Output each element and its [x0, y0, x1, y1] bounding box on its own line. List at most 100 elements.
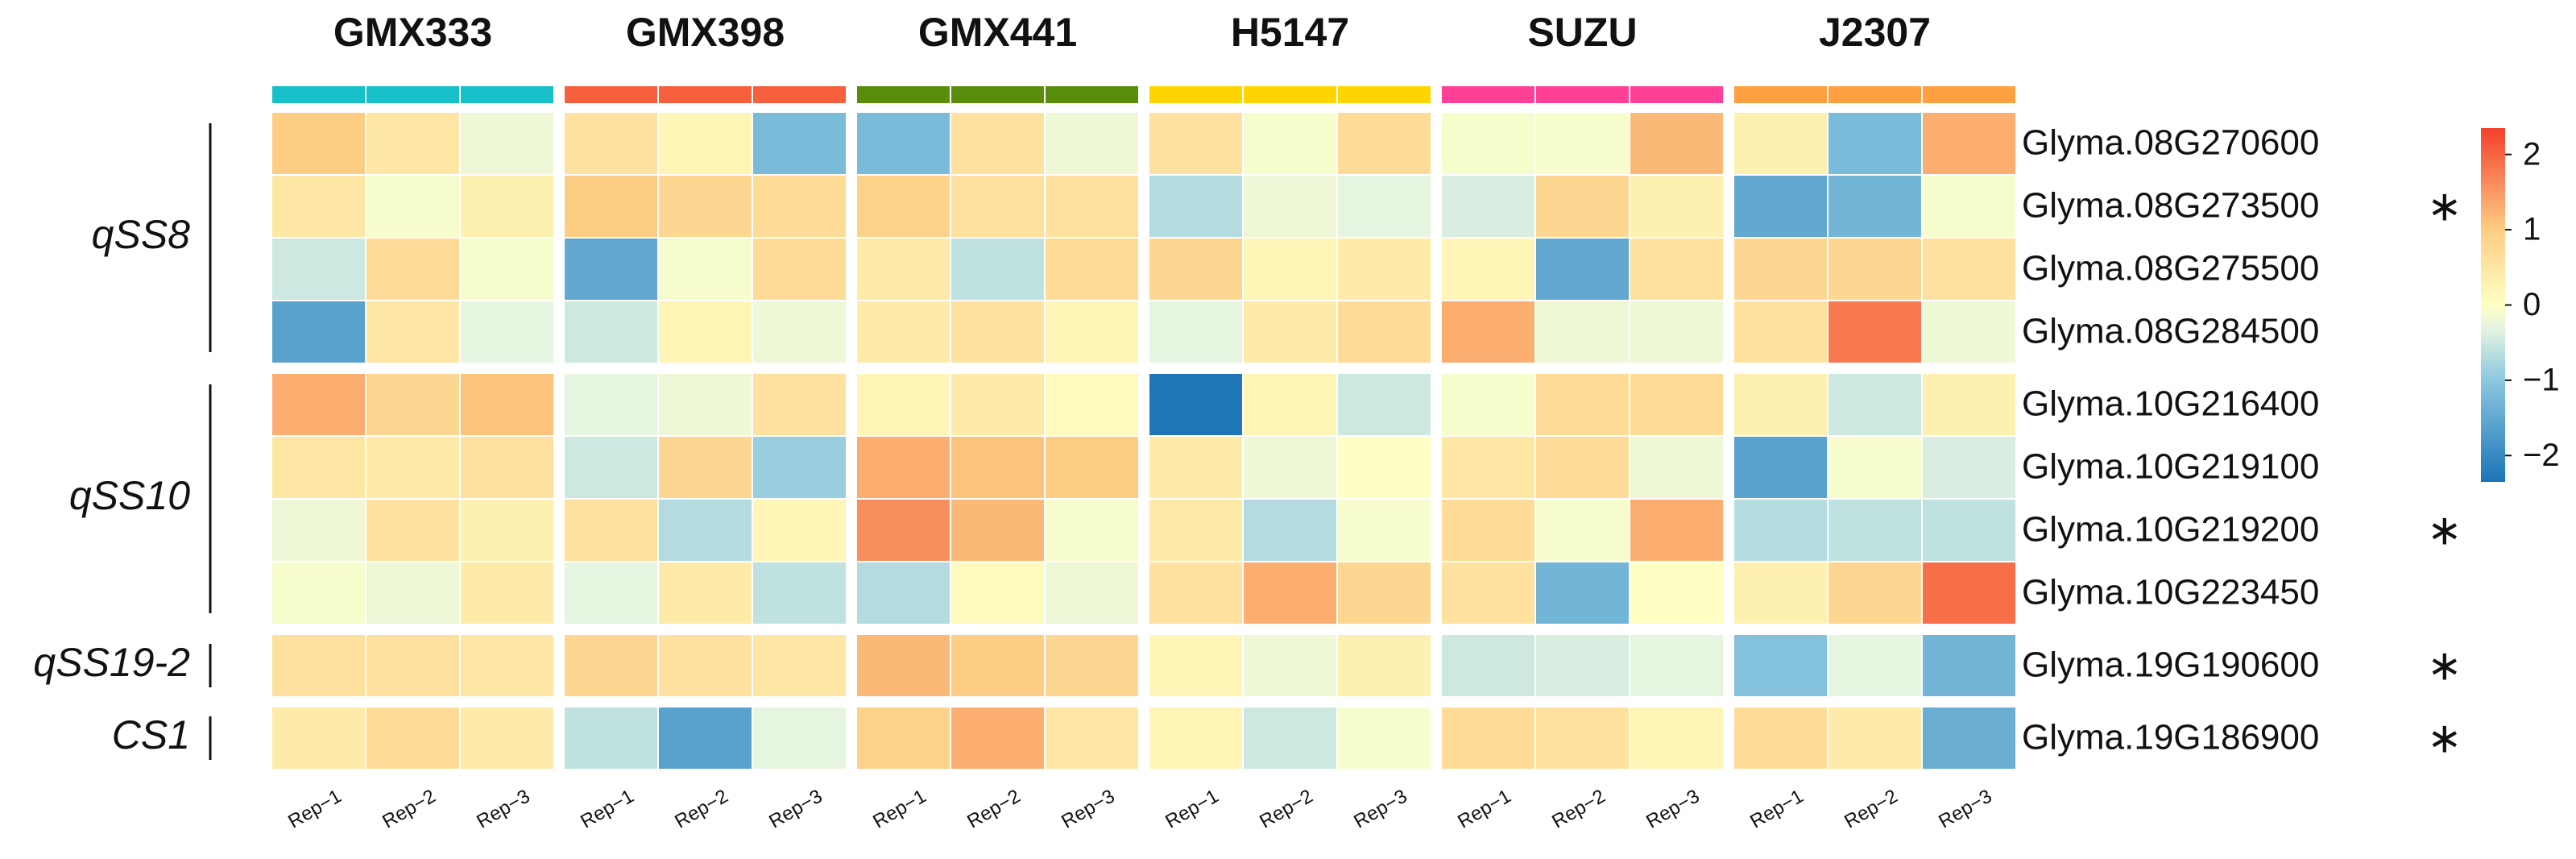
heatmap-cell — [1044, 111, 1140, 176]
heatmap-cell — [1336, 174, 1432, 239]
heatmap-cell — [1921, 706, 2017, 770]
heatmap-cell — [752, 174, 847, 239]
heatmap-cell — [1242, 633, 1338, 698]
heatmap-cell — [1733, 498, 1828, 562]
row-mark: ∗ — [2427, 184, 2462, 230]
group-strip — [950, 85, 1046, 105]
heatmap-cell — [271, 237, 367, 301]
heatmap-cell — [657, 498, 753, 562]
heatmap-cell — [1534, 111, 1630, 176]
heatmap-cell — [459, 561, 555, 625]
heatmap-cell — [950, 300, 1046, 364]
column-label: Rep−2 — [1841, 785, 1901, 832]
column-label: Rep−2 — [1548, 785, 1609, 832]
heatmap-cell — [1827, 561, 1923, 625]
heatmap-cell — [1827, 372, 1923, 437]
heatmap-cell — [563, 174, 659, 239]
heatmap-cell — [1148, 174, 1244, 239]
colorbar-tick-label: −1 — [2523, 362, 2560, 397]
heatmap-cell — [365, 498, 461, 562]
heatmap-cell — [752, 300, 847, 364]
heatmap-cell — [365, 372, 461, 437]
row-group-label: qSS10 — [69, 473, 190, 518]
heatmap-cell — [855, 633, 951, 698]
heatmap-cell — [855, 111, 951, 176]
heatmap-cell — [950, 237, 1046, 301]
heatmap-cell — [855, 561, 951, 625]
heatmap-cell — [459, 300, 555, 364]
colorbar-tick-label: 1 — [2523, 212, 2541, 247]
heatmap-cell — [1242, 498, 1338, 562]
heatmap-cell — [365, 706, 461, 770]
heatmap-cell — [1148, 706, 1244, 770]
heatmap-cell — [1733, 237, 1828, 301]
heatmap-cell — [1629, 174, 1725, 239]
column-label: Rep−1 — [1162, 785, 1222, 832]
row-mark: ∗ — [2427, 643, 2462, 690]
column-label: Rep−2 — [379, 785, 439, 832]
heatmap-cell — [950, 706, 1046, 770]
heatmap-cell — [563, 706, 659, 770]
heatmap-cell — [752, 498, 847, 562]
column-label: Rep−2 — [963, 785, 1024, 832]
heatmap-cell — [1242, 435, 1338, 500]
heatmap-cell — [1336, 435, 1432, 500]
heatmap-cell — [1242, 174, 1338, 239]
heatmap-cell — [950, 111, 1046, 176]
heatmap-cell — [563, 498, 659, 562]
heatmap-cell — [1336, 111, 1432, 176]
group-strip — [752, 85, 847, 105]
heatmap-cell — [459, 372, 555, 437]
heatmap-cell — [1921, 561, 2017, 625]
heatmap-cell — [855, 300, 951, 364]
heatmap-cell — [271, 174, 367, 239]
heatmap-cell — [1629, 372, 1725, 437]
heatmap-cell — [1733, 174, 1828, 239]
heatmap-cell — [271, 498, 367, 562]
heatmap-cell — [563, 237, 659, 301]
heatmap-cell — [563, 111, 659, 176]
group-strip — [563, 85, 659, 105]
heatmap-cell — [1242, 111, 1338, 176]
heatmap-cell — [1534, 237, 1630, 301]
heatmap-cell — [1534, 561, 1630, 625]
heatmap-cell — [1534, 633, 1630, 698]
heatmap-cell — [1629, 300, 1725, 364]
heatmap-cell — [459, 111, 555, 176]
group-strip — [1629, 85, 1725, 105]
heatmap-cell — [1336, 498, 1432, 562]
heatmap-cell — [459, 706, 555, 770]
heatmap-cell — [1733, 561, 1828, 625]
heatmap-cell — [1629, 706, 1725, 770]
row-label: Glyma.08G275500 — [2022, 249, 2319, 288]
heatmap-cell — [1440, 237, 1536, 301]
heatmap-cell — [657, 435, 753, 500]
row-group-label: CS1 — [112, 712, 190, 757]
group-strip — [1921, 85, 2017, 105]
colorbar-tick-label: 2 — [2523, 136, 2541, 172]
colorbar-tick-label: 0 — [2523, 287, 2541, 322]
heatmap-cell — [1629, 237, 1725, 301]
heatmap-cell — [1827, 300, 1923, 364]
group-strip — [1440, 85, 1536, 105]
heatmap-cell — [365, 435, 461, 500]
heatmap-cell — [1148, 372, 1244, 437]
heatmap-cell — [1629, 435, 1725, 500]
colorbar — [2481, 128, 2505, 482]
heatmap-cell — [1336, 300, 1432, 364]
group-strip — [1827, 85, 1923, 105]
row-group-label: qSS8 — [92, 212, 191, 257]
heatmap-cell — [1336, 372, 1432, 437]
heatmap-cell — [657, 300, 753, 364]
heatmap-cell — [1242, 706, 1338, 770]
column-label: Rep−1 — [577, 785, 637, 832]
heatmap-cell — [950, 372, 1046, 437]
row-mark: ∗ — [2427, 716, 2462, 762]
row-label: Glyma.10G216400 — [2022, 384, 2319, 424]
heatmap-cell — [950, 174, 1046, 239]
heatmap-cell — [1921, 237, 2017, 301]
heatmap-cell — [365, 633, 461, 698]
heatmap-cell — [1044, 300, 1140, 364]
heatmap-cell — [1044, 561, 1140, 625]
